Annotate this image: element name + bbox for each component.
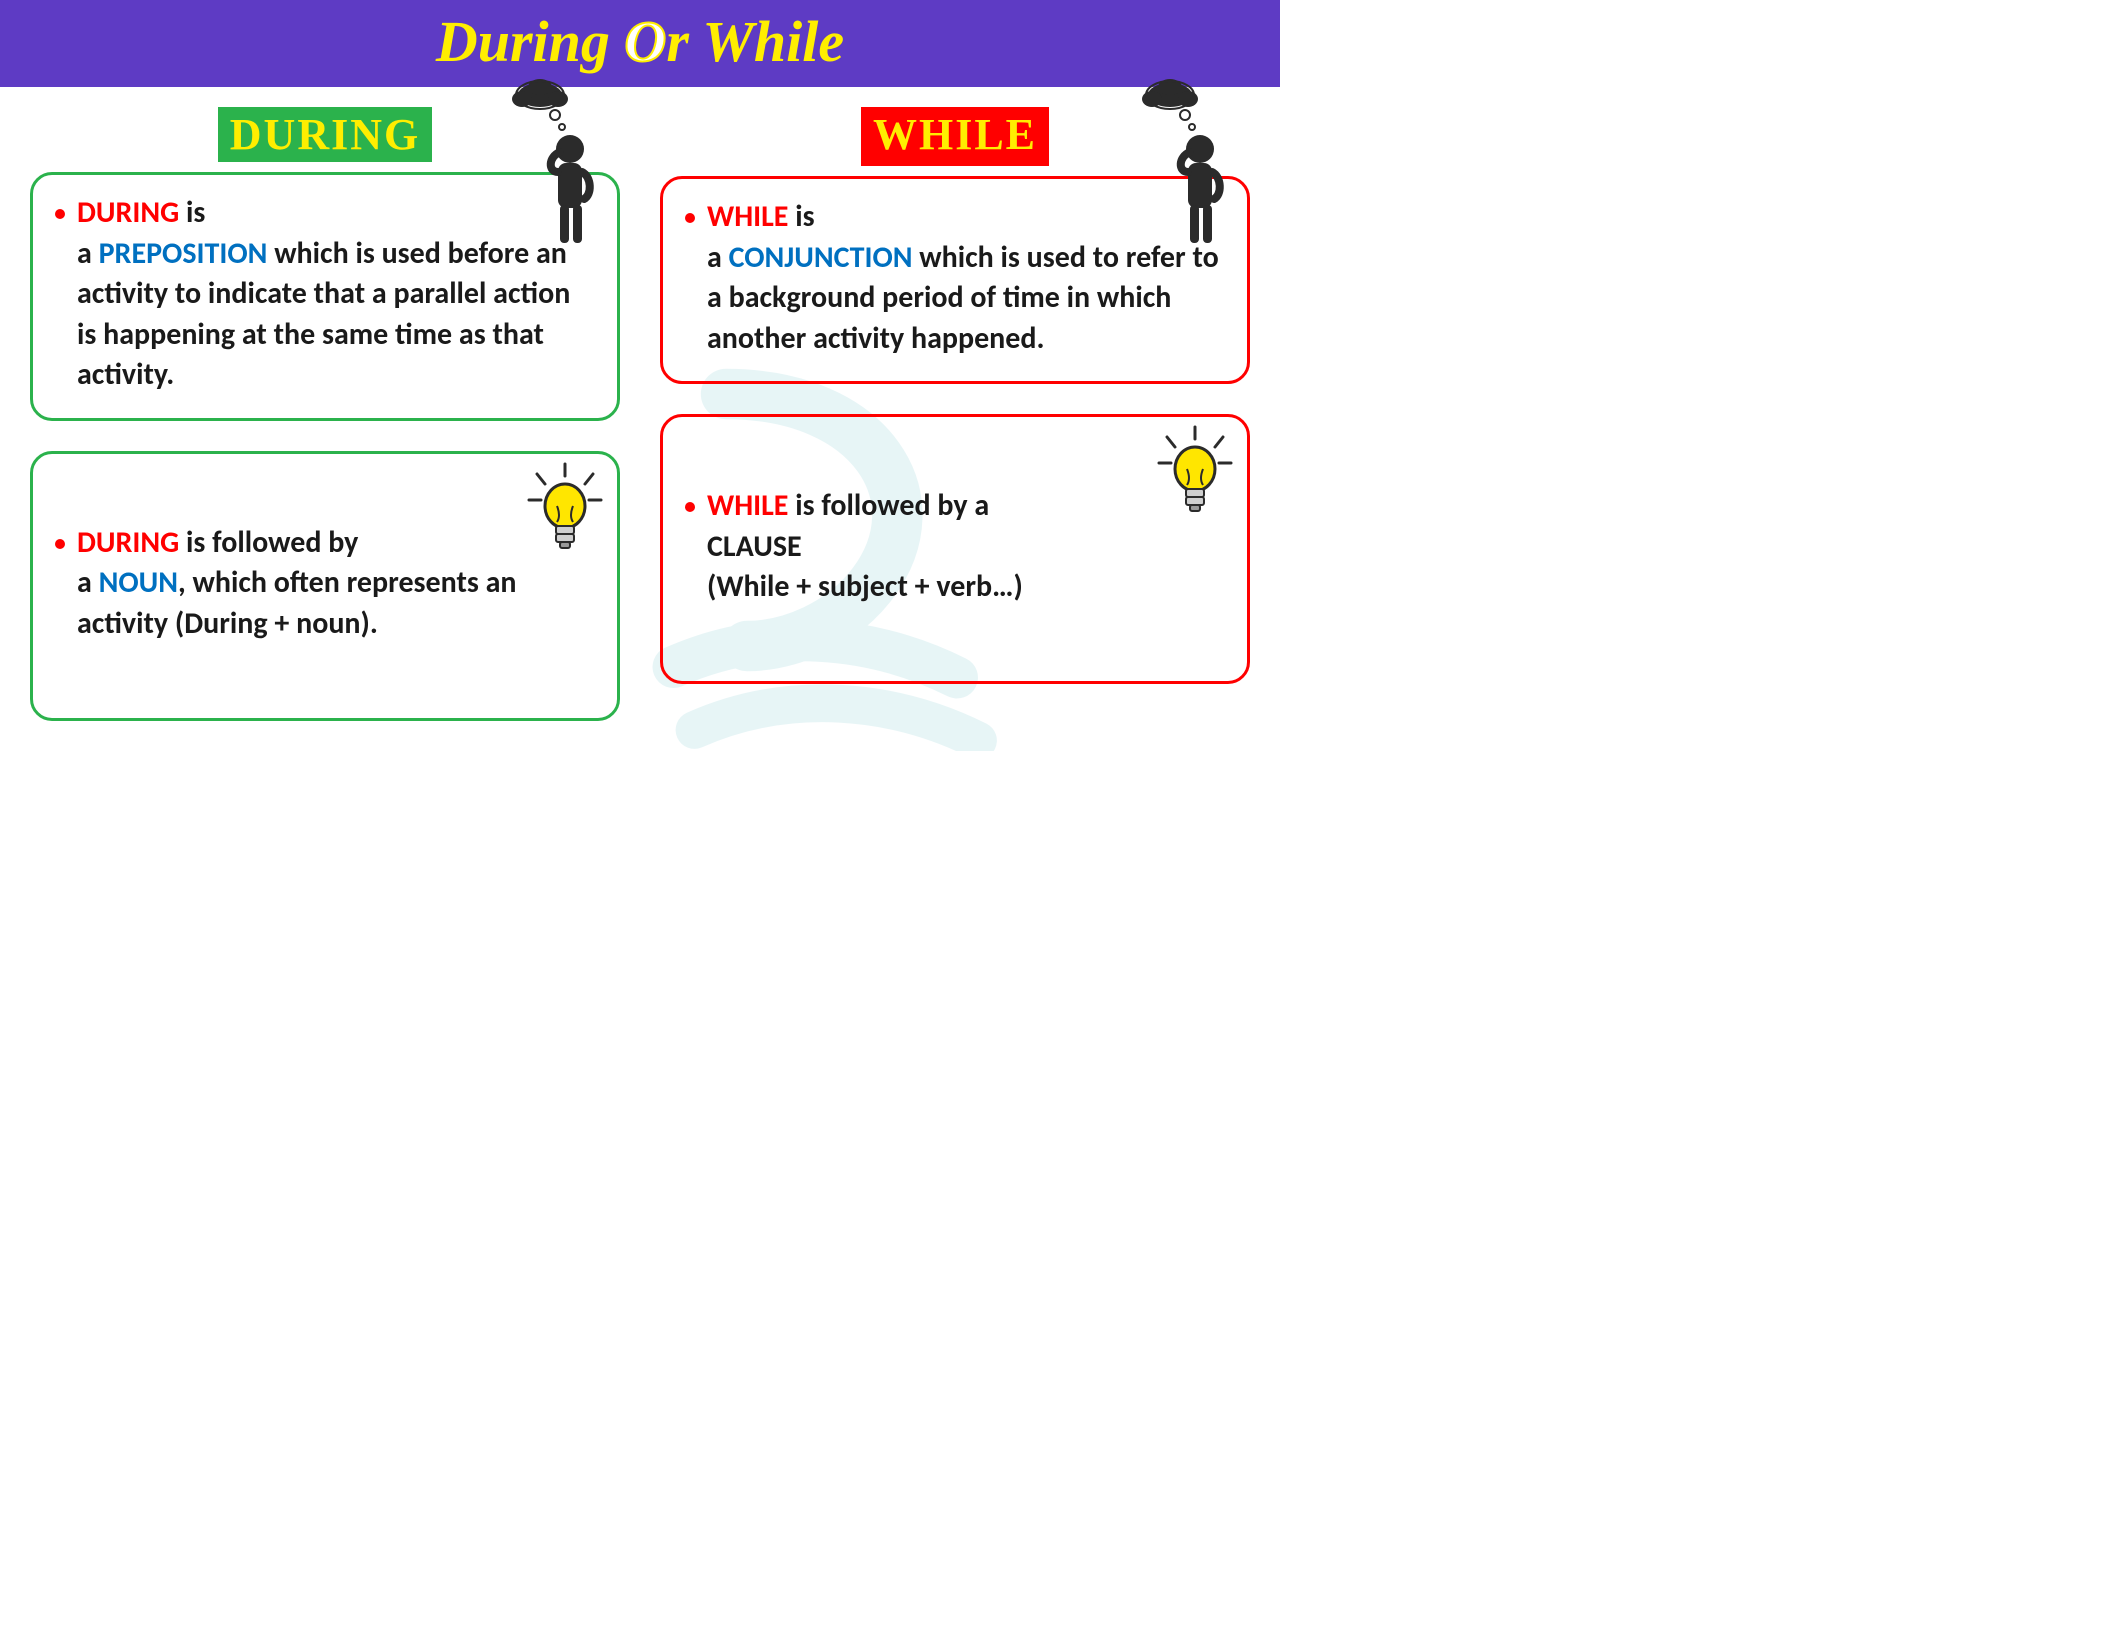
bullet-icon bbox=[55, 209, 65, 219]
while-usage-text: WHILE is followed by a CLAUSE (While + s… bbox=[707, 486, 1023, 608]
title-word-while: While bbox=[702, 9, 844, 74]
bullet-icon bbox=[685, 213, 695, 223]
during-usage-box: DURING is followed by a NOUN, which ofte… bbox=[30, 451, 620, 721]
lightbulb-icon bbox=[1153, 425, 1237, 519]
right-badge-row: WHILE bbox=[660, 107, 1250, 166]
title-or-o: O bbox=[624, 9, 666, 74]
title-word-during: During bbox=[436, 9, 610, 74]
during-badge: DURING bbox=[218, 107, 432, 162]
left-column: DURING bbox=[30, 107, 620, 751]
lightbulb-icon bbox=[523, 462, 607, 556]
thinking-person-icon bbox=[1130, 77, 1250, 247]
content-area: DURING bbox=[0, 87, 1280, 781]
during-usage-text: DURING is followed by a NOUN, which ofte… bbox=[77, 523, 595, 645]
while-badge: WHILE bbox=[861, 107, 1049, 166]
title-banner: During Or While bbox=[0, 0, 1280, 87]
left-badge-row: DURING bbox=[30, 107, 620, 162]
right-column: WHILE bbox=[660, 107, 1250, 751]
title-or-r: r bbox=[666, 9, 689, 74]
thinking-person-icon bbox=[500, 77, 620, 247]
bullet-icon bbox=[685, 502, 695, 512]
while-usage-box: WHILE is followed by a CLAUSE (While + s… bbox=[660, 414, 1250, 684]
bullet-icon bbox=[55, 539, 65, 549]
